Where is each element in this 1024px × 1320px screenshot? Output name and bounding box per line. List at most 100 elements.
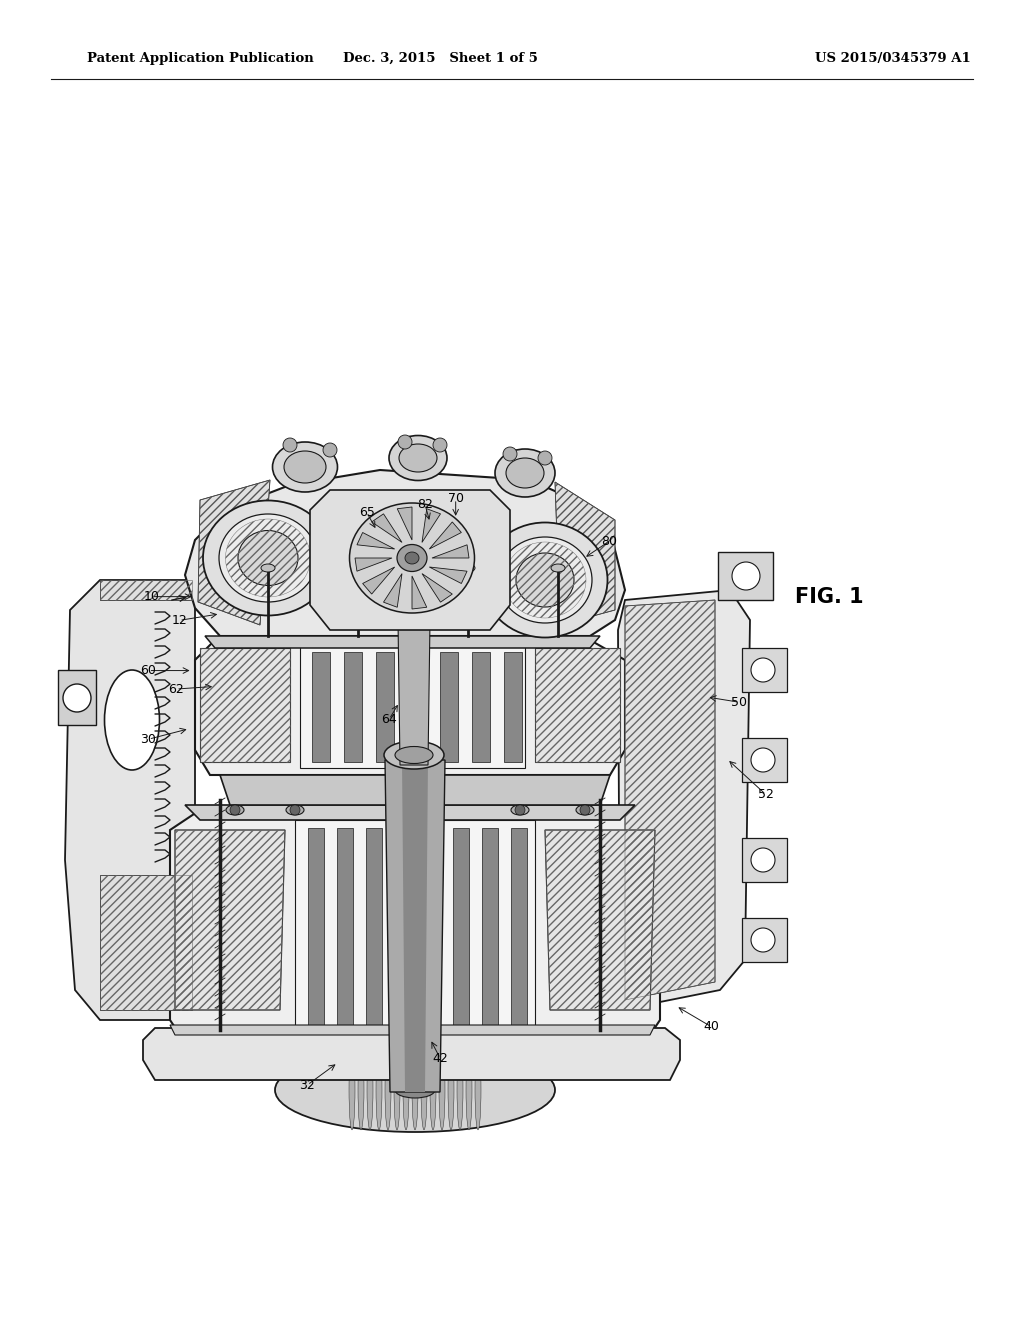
Ellipse shape <box>482 523 607 638</box>
Ellipse shape <box>104 671 160 770</box>
Circle shape <box>503 447 517 461</box>
Polygon shape <box>65 579 195 1020</box>
Polygon shape <box>432 545 469 558</box>
Ellipse shape <box>449 1051 454 1130</box>
Bar <box>58 671 96 725</box>
Text: Patent Application Publication: Patent Application Publication <box>87 53 313 65</box>
Circle shape <box>751 847 775 873</box>
Ellipse shape <box>397 544 427 572</box>
Ellipse shape <box>399 444 437 473</box>
Ellipse shape <box>394 1051 400 1130</box>
Polygon shape <box>625 601 715 1001</box>
Polygon shape <box>170 810 660 1065</box>
Circle shape <box>63 684 91 711</box>
Polygon shape <box>185 805 635 820</box>
Polygon shape <box>385 760 445 1092</box>
Circle shape <box>515 805 525 814</box>
Ellipse shape <box>395 747 433 763</box>
Polygon shape <box>220 775 610 805</box>
Polygon shape <box>205 636 600 648</box>
Ellipse shape <box>412 1051 418 1130</box>
Polygon shape <box>384 574 402 607</box>
Polygon shape <box>429 568 467 583</box>
Ellipse shape <box>286 805 304 814</box>
Text: 64: 64 <box>381 713 397 726</box>
Text: 50: 50 <box>731 696 748 709</box>
Ellipse shape <box>511 805 529 814</box>
Bar <box>376 652 394 762</box>
Ellipse shape <box>385 1051 391 1130</box>
Bar <box>742 838 787 882</box>
Bar <box>742 648 787 692</box>
Polygon shape <box>143 1028 680 1080</box>
Text: FIG. 1: FIG. 1 <box>795 586 864 607</box>
Ellipse shape <box>575 805 594 814</box>
Ellipse shape <box>219 513 317 602</box>
Polygon shape <box>422 574 453 602</box>
Polygon shape <box>355 558 392 572</box>
Ellipse shape <box>226 805 244 814</box>
Bar <box>440 652 458 762</box>
Circle shape <box>323 444 337 457</box>
Ellipse shape <box>461 564 475 572</box>
Text: 65: 65 <box>358 506 375 519</box>
Polygon shape <box>175 830 285 1010</box>
Text: 82: 82 <box>417 498 433 511</box>
Text: Dec. 3, 2015   Sheet 1 of 5: Dec. 3, 2015 Sheet 1 of 5 <box>343 53 538 65</box>
Circle shape <box>283 438 297 451</box>
Polygon shape <box>422 508 440 543</box>
Circle shape <box>751 657 775 682</box>
Ellipse shape <box>349 1051 355 1130</box>
Ellipse shape <box>466 1051 472 1130</box>
Ellipse shape <box>261 564 275 572</box>
Ellipse shape <box>401 805 419 814</box>
Ellipse shape <box>203 500 333 615</box>
Polygon shape <box>295 820 535 1055</box>
Polygon shape <box>195 640 625 775</box>
Text: 10: 10 <box>143 590 160 603</box>
Bar <box>308 828 324 1048</box>
Ellipse shape <box>551 564 565 572</box>
Circle shape <box>751 748 775 772</box>
Polygon shape <box>362 568 394 594</box>
Polygon shape <box>372 513 402 543</box>
Bar <box>344 652 362 762</box>
Bar <box>482 828 498 1048</box>
Ellipse shape <box>275 1048 555 1133</box>
Polygon shape <box>170 1026 655 1035</box>
Polygon shape <box>412 576 427 609</box>
Text: 40: 40 <box>703 1020 720 1034</box>
Bar <box>366 828 382 1048</box>
Ellipse shape <box>284 451 326 483</box>
Bar <box>312 652 330 762</box>
Text: US 2015/0345379 A1: US 2015/0345379 A1 <box>815 53 971 65</box>
Bar <box>472 652 490 762</box>
Text: 52: 52 <box>758 788 774 801</box>
Polygon shape <box>555 482 615 624</box>
Text: 30: 30 <box>140 733 157 746</box>
Polygon shape <box>397 507 412 540</box>
Polygon shape <box>402 760 428 1092</box>
Ellipse shape <box>384 741 444 770</box>
Circle shape <box>290 805 300 814</box>
Ellipse shape <box>439 1051 445 1130</box>
Bar <box>395 828 411 1048</box>
Polygon shape <box>357 532 394 549</box>
Polygon shape <box>310 490 510 630</box>
Polygon shape <box>300 645 525 768</box>
Text: 62: 62 <box>168 682 184 696</box>
Text: 80: 80 <box>601 535 617 548</box>
Ellipse shape <box>475 1051 481 1130</box>
Bar <box>504 652 522 762</box>
Bar <box>408 652 426 762</box>
Bar <box>337 828 353 1048</box>
Ellipse shape <box>406 552 419 564</box>
Text: 32: 32 <box>299 1078 315 1092</box>
Text: 60: 60 <box>140 664 157 677</box>
Circle shape <box>230 805 240 814</box>
Polygon shape <box>398 620 430 766</box>
Ellipse shape <box>495 449 555 498</box>
Bar <box>453 828 469 1048</box>
Ellipse shape <box>403 1051 409 1130</box>
Ellipse shape <box>358 1051 364 1130</box>
